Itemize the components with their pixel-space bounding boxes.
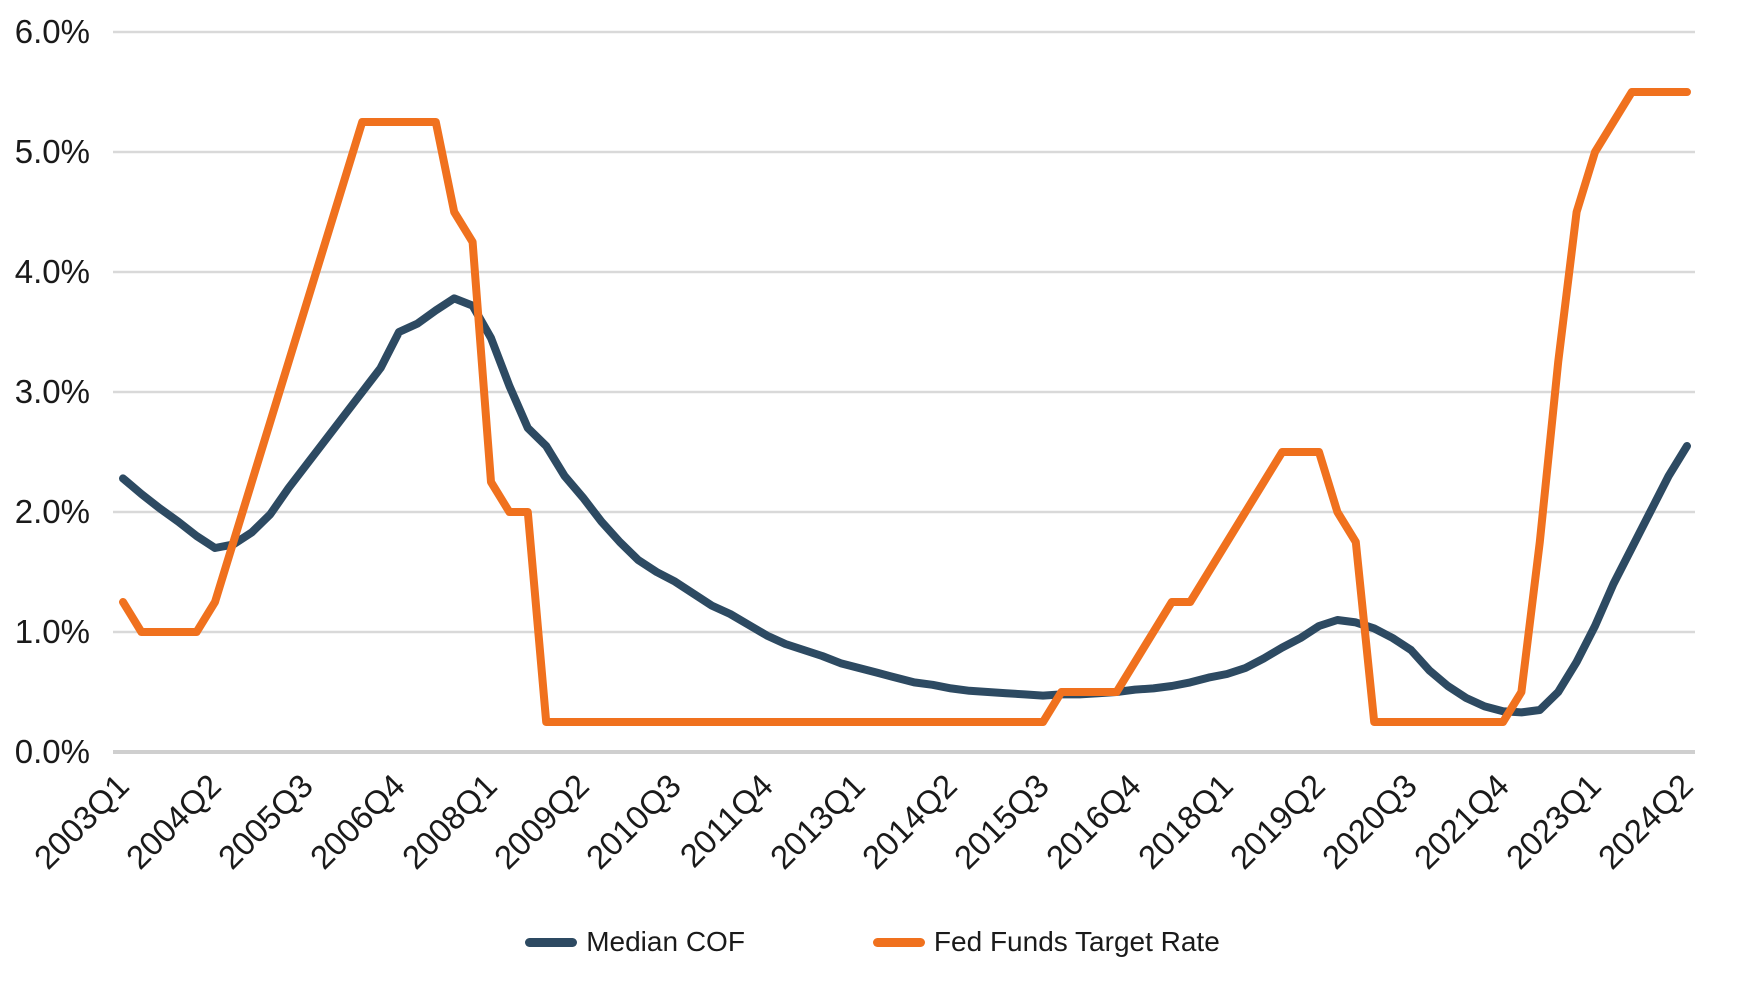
x-axis-tick-label: 2018Q1 bbox=[1131, 767, 1240, 876]
legend-item-median-cof: Median COF bbox=[525, 926, 745, 958]
median-cof-line bbox=[119, 294, 1691, 717]
x-axis-tick-label: 2016Q4 bbox=[1039, 767, 1148, 876]
y-axis-tick-label: 3.0% bbox=[15, 373, 90, 410]
x-axis-tick-label: 2009Q2 bbox=[487, 767, 596, 876]
y-axis-tick-label: 0.0% bbox=[15, 733, 90, 770]
legend-label-median-cof: Median COF bbox=[586, 926, 745, 957]
x-axis-tick-label: 2013Q1 bbox=[763, 767, 872, 876]
x-axis-tick-label: 2010Q3 bbox=[579, 767, 688, 876]
x-axis-tick-label: 2004Q2 bbox=[119, 767, 228, 876]
x-axis-tick-label: 2008Q1 bbox=[395, 767, 504, 876]
legend-swatch-fed-funds-target-rate bbox=[872, 937, 925, 947]
y-axis-tick-label: 1.0% bbox=[15, 613, 90, 650]
chart-canvas: 0.0% 1.0% 2.0% 3.0% 4.0% 5.0% 6.0% 2003Q12004Q2… bbox=[15, 13, 1700, 876]
x-axis-tick-label: 2015Q3 bbox=[947, 767, 1056, 876]
x-axis-tick-label: 2006Q4 bbox=[303, 767, 412, 876]
x-axis-tick-label: 2014Q2 bbox=[855, 767, 964, 876]
y-axis-tick-label: 5.0% bbox=[15, 133, 90, 170]
x-axis-tick-label: 2005Q3 bbox=[211, 767, 320, 876]
x-axis-tick-label: 2023Q1 bbox=[1499, 767, 1608, 876]
y-axis-tick-label: 4.0% bbox=[15, 253, 90, 290]
legend-swatch-median-cof bbox=[525, 937, 578, 947]
fed-funds-target-rate-line bbox=[119, 88, 1691, 726]
x-axis-tick-label: 2019Q2 bbox=[1223, 767, 1332, 876]
x-axis-tick-label: 2021Q4 bbox=[1407, 767, 1516, 876]
chart-legend: Median COF Fed Funds Target Rate bbox=[0, 926, 1745, 958]
x-axis-tick-label: 2003Q1 bbox=[27, 767, 136, 876]
legend-item-fed-funds-target-rate: Fed Funds Target Rate bbox=[872, 926, 1220, 958]
y-axis-tick-label: 2.0% bbox=[15, 493, 90, 530]
y-axis-tick-label: 6.0% bbox=[15, 13, 90, 50]
x-axis-tick-label: 2020Q3 bbox=[1315, 767, 1424, 876]
x-axis-tick-label: 2011Q4 bbox=[672, 767, 779, 874]
x-axis-tick-label: 2024Q2 bbox=[1591, 767, 1700, 876]
legend-label-fed-funds-target-rate: Fed Funds Target Rate bbox=[933, 926, 1220, 957]
